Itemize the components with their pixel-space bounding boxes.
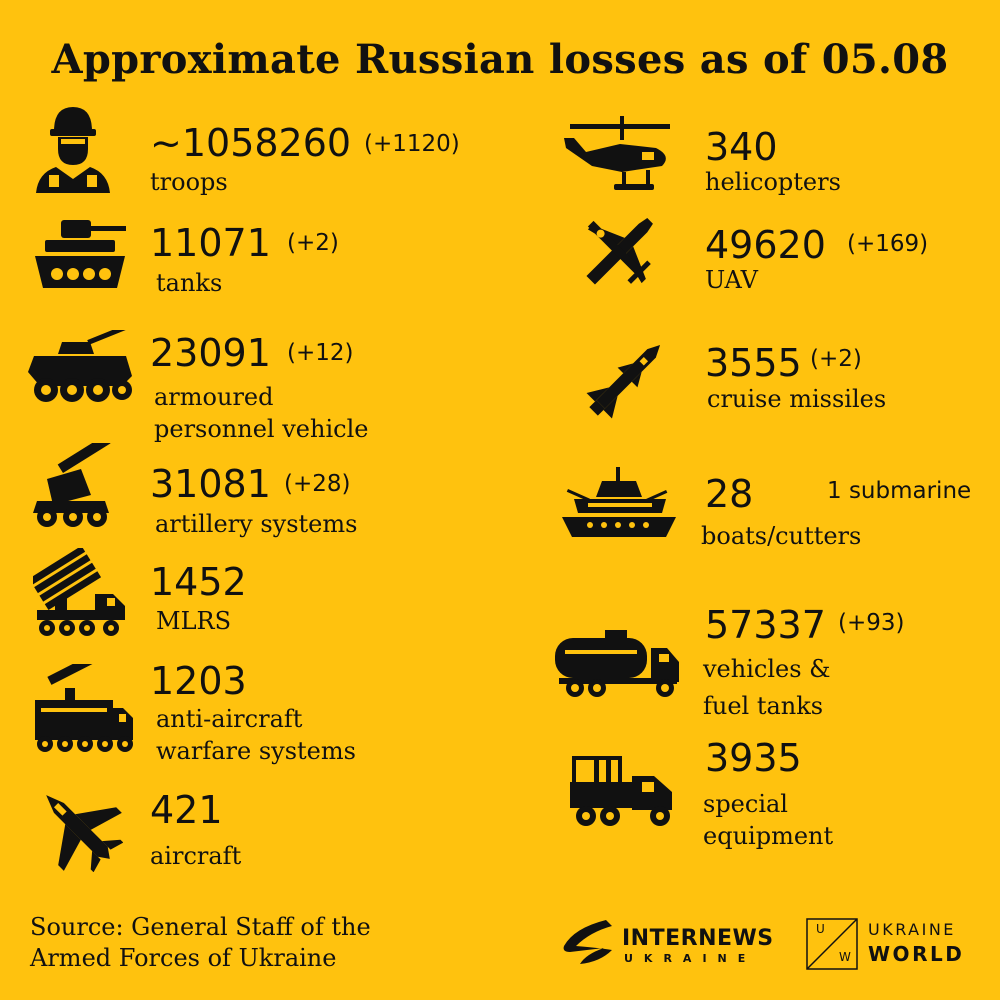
missile-icon [580,336,668,426]
mlrs-value: 1452 [150,560,247,604]
ukraine-world-line2: WORLD [868,942,965,966]
special-label-line1: special [703,790,788,818]
missiles-delta: (+2) [810,346,862,372]
helicopters-value: 340 [705,125,778,169]
uav-icon [575,208,663,296]
ukraine-world-line1: UKRAINE [868,920,956,939]
vehicles-delta: (+93) [838,610,905,636]
tanks-delta: (+2) [287,230,339,256]
internews-sub: UKRAINE [624,952,757,965]
tank-icon [33,212,128,292]
source-line2: Armed Forces of Ukraine [30,944,337,972]
uav-delta: (+169) [847,231,929,257]
special-label-line2: equipment [703,822,834,850]
antiair-label-line1: anti-aircraft [156,705,303,733]
ukraine-world-logo: U W UKRAINE WORLD [806,916,976,972]
internews-name: INTERNEWS [622,926,774,951]
artillery-delta: (+28) [284,471,351,497]
fuel-truck-icon [555,630,681,698]
uav-label: UAV [705,266,758,294]
soldier-icon [32,103,114,193]
missiles-value: 3555 [705,341,802,385]
vehicles-label-line2: fuel tanks [703,692,824,720]
tanks-label: tanks [156,269,223,297]
apv-delta: (+12) [287,340,354,366]
apv-label-line2: personnel vehicle [154,415,369,443]
antiair-value: 1203 [150,659,247,703]
source-line1: Source: General Staff of the [30,913,371,941]
apv-label-line1: armoured [154,383,274,411]
internews-logo-icon [563,920,612,964]
troops-label: troops [150,168,228,196]
vehicles-label-line1: vehicles & [703,655,831,683]
ukraine-world-letter-u: U [816,922,825,936]
mlrs-icon [33,548,129,640]
artillery-icon [33,443,121,529]
missiles-label: cruise missiles [707,385,887,413]
artillery-value: 31081 [150,462,271,506]
special-truck-icon [570,754,676,830]
helicopters-label: helicopters [705,168,841,196]
aircraft-label: aircraft [150,842,242,870]
boats-value: 28 [705,472,754,516]
aircraft-icon [33,782,123,872]
page-title: Approximate Russian losses as of 05.08 [51,36,949,83]
special-value: 3935 [705,736,802,780]
internews-logo: INTERNEWS UKRAINE [560,918,776,970]
mlrs-label: MLRS [156,607,232,635]
antiair-label-line2: warfare systems [156,737,356,765]
boats-label: boats/cutters [701,522,862,550]
ukraine-world-letter-w: W [839,950,851,964]
armoured-vehicle-icon [28,330,133,406]
vehicles-value: 57337 [705,603,826,647]
ukraine-world-logo-icon [806,918,858,970]
source-note: Source: General Staff of the Armed Force… [30,912,371,974]
helicopter-icon [562,116,674,196]
tanks-value: 11071 [150,221,271,265]
boats-note: 1 submarine [827,478,972,504]
apv-value: 23091 [150,331,271,375]
anti-aircraft-icon [33,664,135,754]
ship-icon [562,465,676,541]
aircraft-value: 421 [150,788,223,832]
troops-value: ~1058260 [150,121,352,165]
uav-value: 49620 [705,223,826,267]
troops-delta: (+1120) [364,131,460,157]
artillery-label: artillery systems [155,510,358,538]
